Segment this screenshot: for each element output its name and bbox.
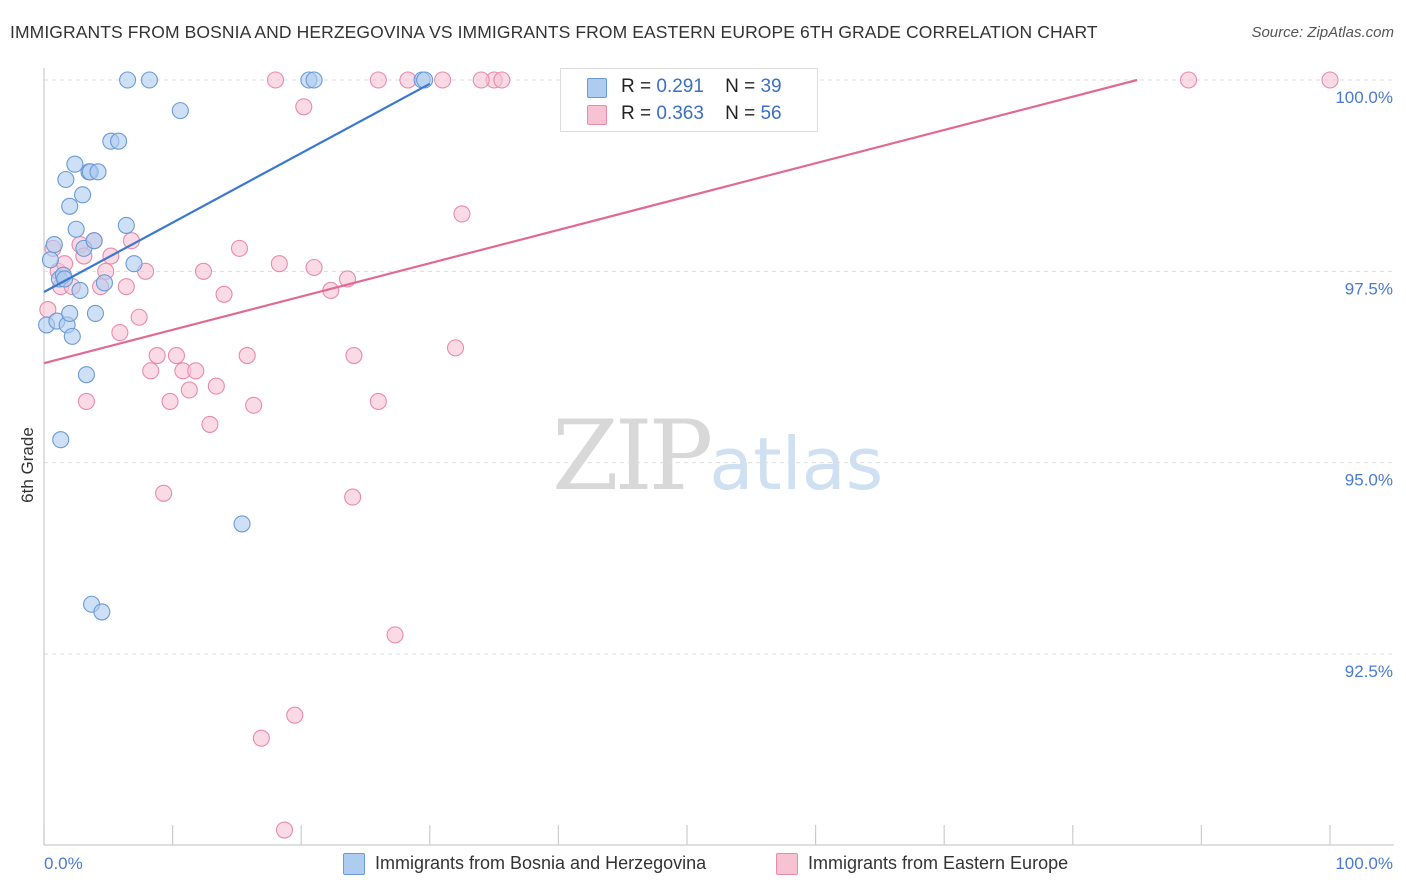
bosnia-point: [57, 170, 75, 189]
eastern-europe-point: [295, 98, 313, 116]
legend-n-value: 56: [760, 103, 782, 124]
bosnia-point: [95, 274, 113, 292]
y-tick-label: 100.0%: [1335, 88, 1393, 107]
eastern-europe-point: [215, 285, 233, 303]
eastern-europe-point: [201, 415, 219, 433]
eastern-europe-point: [453, 205, 471, 223]
chart-title: IMMIGRANTS FROM BOSNIA AND HERZEGOVINA V…: [10, 22, 1098, 42]
bosnia-point: [305, 71, 323, 89]
bosnia-point: [61, 304, 79, 322]
zipatlas-watermark: ZIPatlas: [552, 400, 883, 512]
legend-swatch-blue: [587, 78, 607, 98]
eastern-europe-point: [446, 339, 465, 357]
bosnia-point: [117, 216, 135, 234]
eastern-europe-point: [155, 484, 173, 502]
eastern-europe-point: [369, 71, 387, 89]
bosnia-point: [86, 304, 104, 322]
eastern-europe-point: [305, 258, 323, 277]
bosnia-point: [85, 232, 103, 250]
y-tick-label: 95.0%: [1345, 471, 1393, 490]
eastern-europe-point: [344, 488, 362, 506]
tick-labels: 92.5% 95.0% 97.5% 100.0% 0.0% 100.0%: [44, 88, 1393, 873]
eastern-europe-point: [472, 71, 490, 89]
bosnia-point: [110, 132, 128, 150]
eastern-europe-point: [1179, 71, 1198, 89]
watermark-atlas: atlas: [709, 422, 884, 506]
bosnia-point: [89, 163, 107, 181]
bottom-legend-swatch-blue: [343, 853, 365, 875]
eastern-europe-point: [167, 346, 186, 365]
watermark-zip: ZIP: [552, 400, 713, 512]
eastern-europe-point: [180, 381, 198, 399]
source-label: Source: ZipAtlas.com: [1251, 24, 1394, 41]
bosnia-point: [52, 431, 70, 449]
legend-n-label: N =: [725, 103, 756, 124]
eastern-europe-point: [111, 324, 129, 342]
eastern-europe-point: [117, 278, 135, 296]
trend-lines: [43, 78, 1138, 365]
bosnia-points: [38, 71, 434, 621]
bosnia-point: [74, 186, 92, 204]
eastern-europe-point: [230, 239, 249, 257]
x-tick-label-min: 0.0%: [44, 854, 83, 873]
eastern-europe-point: [270, 255, 288, 273]
bosnia-point: [71, 281, 89, 300]
legend-n-label: N =: [725, 76, 756, 97]
y-tick-label: 92.5%: [1345, 662, 1393, 681]
bosnia-point: [171, 102, 189, 120]
bosnia-point: [66, 155, 84, 173]
eastern-europe-point: [369, 392, 387, 410]
bottom-legend-label-bosnia: Immigrants from Bosnia and Herzegovina: [375, 853, 707, 873]
bosnia-point: [77, 366, 95, 384]
legend-r-label: R =: [621, 76, 652, 97]
eastern-europe-point: [77, 392, 95, 410]
eastern-europe-point: [386, 626, 404, 644]
eastern-europe-trend-line: [43, 78, 1138, 365]
eastern-europe-point: [187, 362, 205, 380]
eastern-europe-point: [161, 392, 179, 410]
bosnia-point: [61, 197, 79, 215]
legend-swatch-pink: [587, 105, 607, 125]
eastern-europe-point: [130, 308, 148, 326]
eastern-europe-point: [275, 821, 294, 839]
y-axis-label: 6th Grade: [18, 427, 37, 503]
bosnia-point: [125, 255, 143, 273]
bosnia-point: [67, 220, 85, 238]
eastern-europe-point: [245, 396, 263, 414]
bosnia-point: [93, 603, 111, 621]
eastern-europe-point: [148, 346, 166, 365]
x-tick-label-max: 100.0%: [1335, 854, 1393, 873]
stats-legend: R = 0.291 N = 39 R = 0.363 N = 56: [560, 68, 818, 132]
axes: [43, 68, 1394, 846]
bottom-legend-swatch-pink: [776, 853, 798, 875]
bosnia-point: [140, 71, 159, 89]
eastern-europe-point: [207, 377, 225, 395]
eastern-europe-point: [266, 71, 285, 89]
eastern-europe-point: [1321, 71, 1339, 89]
legend-r-value: 0.291: [656, 76, 704, 97]
eastern-europe-point: [493, 71, 511, 89]
eastern-europe-point: [142, 362, 160, 380]
bosnia-point: [233, 515, 251, 533]
grid-lines: [44, 79, 1394, 655]
eastern-europe-point: [345, 346, 363, 365]
bottom-legend-label-eastern-europe: Immigrants from Eastern Europe: [808, 853, 1069, 873]
bosnia-trend-line: [43, 82, 431, 293]
bosnia-point: [63, 327, 81, 345]
y-tick-label: 97.5%: [1345, 279, 1393, 298]
eastern-europe-point: [238, 346, 256, 365]
legend-n-value: 39: [760, 76, 782, 97]
eastern-europe-point: [286, 706, 304, 724]
eastern-europe-point: [252, 729, 270, 747]
legend-r-label: R =: [621, 103, 652, 124]
bosnia-point: [119, 71, 137, 89]
legend-r-value: 0.363: [656, 103, 704, 124]
eastern-europe-points: [39, 71, 1339, 839]
eastern-europe-point: [194, 262, 213, 280]
bosnia-point: [41, 251, 59, 269]
bosnia-point: [45, 235, 63, 254]
eastern-europe-point: [434, 71, 452, 89]
